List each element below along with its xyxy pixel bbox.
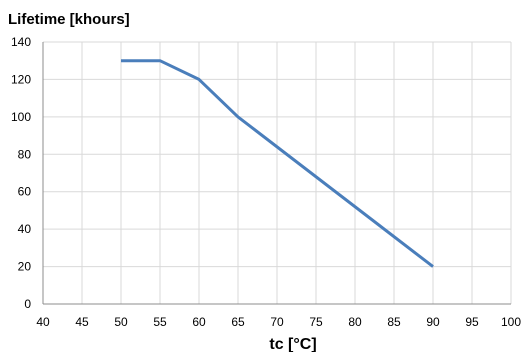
grid: [43, 41, 512, 304]
y-tick-label: 100: [11, 110, 31, 124]
y-tick-label: 120: [11, 72, 31, 86]
x-tick-label: 50: [114, 315, 128, 329]
y-tick-label: 0: [24, 297, 31, 311]
y-tick-label: 140: [11, 35, 31, 49]
x-tick-label: 55: [153, 315, 167, 329]
x-axis-label: tc [°C]: [269, 336, 316, 352]
x-tick-label: 75: [309, 315, 323, 329]
x-tick-label: 40: [36, 315, 50, 329]
x-tick-label: 80: [348, 315, 362, 329]
axes: [42, 42, 511, 305]
x-tick-label: 90: [426, 315, 440, 329]
y-tick-label: 60: [18, 185, 32, 199]
y-tick-label: 80: [18, 147, 32, 161]
x-tick-label: 85: [387, 315, 401, 329]
y-axis-label: Lifetime [khours]: [8, 11, 130, 28]
x-tick-label: 70: [270, 315, 284, 329]
x-tick-label: 45: [75, 315, 89, 329]
series-line: [121, 59, 434, 268]
x-tick-label: 60: [192, 315, 206, 329]
series-layer: [121, 59, 434, 268]
y-tick-labels: 0 20 40 60 80 100 120 140: [11, 35, 31, 311]
y-tick-label: 40: [18, 222, 32, 236]
x-tick-labels: 40 45 50 55 60 65 70 75 80 85 90 95 100: [36, 315, 521, 329]
x-tick-label: 95: [465, 315, 479, 329]
x-tick-label: 65: [231, 315, 245, 329]
x-tick-label: 100: [501, 315, 521, 329]
y-tick-label: 20: [18, 260, 32, 274]
